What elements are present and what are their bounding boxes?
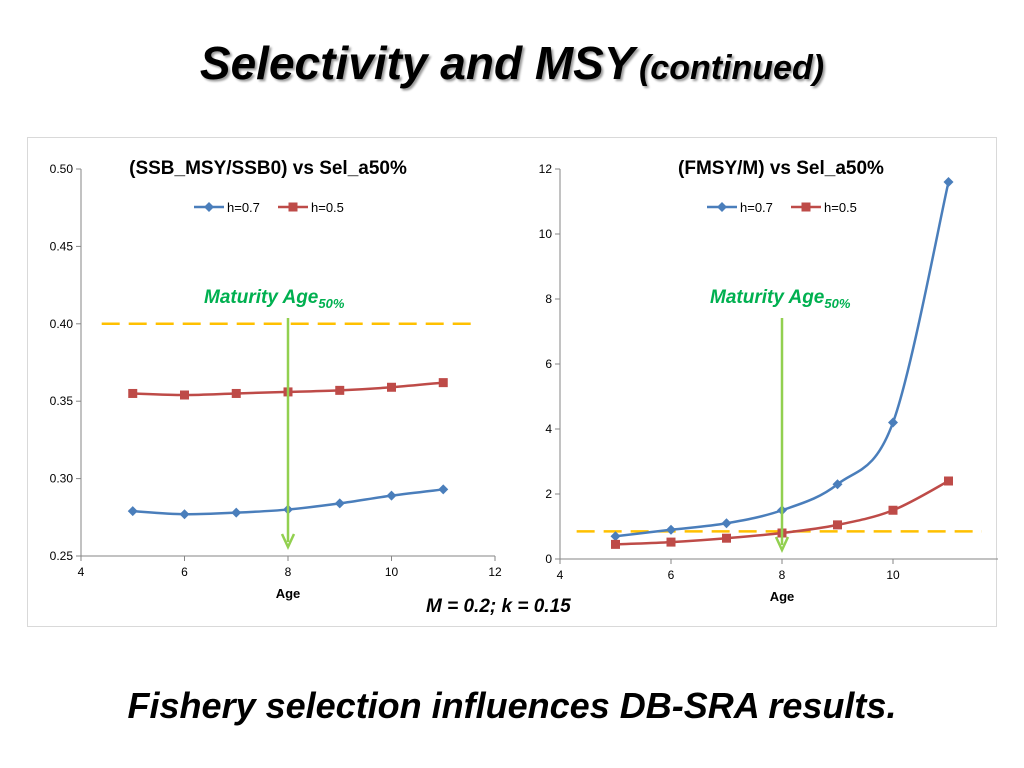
data-point [832,479,843,490]
maturity-arrow-head [774,536,790,553]
y-tick-label: 2 [545,487,552,501]
chart-ssb-ratio: 0.25 0.30 0.35 0.40 0.45 0.50 4 6 8 10 12 (SSB_MSY/… [50,158,502,601]
maturity-arrow-head [280,533,296,550]
maturity-age-label: Maturity Age50% [710,287,851,311]
data-point [611,539,620,549]
legend-marker [204,202,214,212]
data-point [335,385,345,395]
x-tick-label: 6 [181,565,188,579]
data-point [127,506,138,517]
y-tick-label: 10 [539,227,553,241]
data-point [666,537,676,547]
data-point [231,388,241,398]
data-point [833,520,842,530]
data-point [438,484,449,495]
y-tick-label: 0.40 [50,317,74,331]
legend-marker [801,202,811,212]
y-tick-label: 0.25 [50,549,74,563]
data-point [944,476,953,486]
chart-fmsy-ratio: 0 2 4 6 8 10 12 4 6 8 10 12 (FMSY/M) vs Sel_a50% Age h… [539,158,998,604]
chart-title: (SSB_MSY/SSB0) vs Sel_a50% [129,158,407,179]
y-tick-label: 12 [539,162,553,176]
y-tick-label: 8 [545,292,552,306]
x-axis-label: Age [276,586,301,601]
legend-entry: h=0.7 [740,200,773,215]
legend-entry: h=0.5 [824,200,857,215]
y-tick-label: 0.30 [50,472,74,486]
y-tick-label: 0.35 [50,394,74,408]
slide-title-sub: (continued) [638,49,825,87]
y-tick-label: 0 [545,552,552,566]
data-point [610,531,621,542]
legend-entry: h=0.7 [227,200,260,215]
data-point [231,507,242,518]
data-point [180,390,189,400]
x-tick-label: 12 [997,568,998,582]
data-point [943,177,954,187]
slide-title: Selectivity and MSY (continued) [0,36,1024,90]
x-tick-label: 10 [385,565,399,579]
legend-marker [717,202,727,212]
y-tick-label: 0.45 [50,239,74,253]
data-point [888,505,898,515]
data-point [386,490,397,501]
y-tick-label: 4 [545,422,552,436]
x-tick-label: 4 [557,568,564,582]
legend-marker [288,202,298,212]
x-tick-label: 10 [886,568,900,582]
footer-statement: Fishery selection influences DB-SRA resu… [0,685,1024,727]
data-point [334,498,345,509]
y-tick-label: 6 [545,357,552,371]
x-tick-label: 6 [668,568,675,582]
x-tick-label: 12 [488,565,502,579]
data-point [128,388,138,398]
data-point [387,382,396,392]
x-tick-label: 8 [779,568,786,582]
x-tick-label: 8 [285,565,292,579]
chart-title: (FMSY/M) vs Sel_a50% [678,158,884,179]
data-point [666,524,676,535]
x-tick-label: 4 [78,565,85,579]
slide-title-main: Selectivity and MSY [199,37,635,89]
data-point [438,378,448,388]
legend-entry: h=0.5 [311,200,344,215]
data-point [179,509,190,520]
footer-text: Fishery selection influences DB-SRA resu… [127,685,887,726]
chart-frame: 0.25 0.30 0.35 0.40 0.45 0.50 4 6 8 10 12 (SSB_MSY/… [27,137,998,627]
maturity-age-label: Maturity Age50% [204,287,345,311]
data-point [722,533,731,543]
footer-period: . [886,685,897,726]
x-axis-label: Age [770,589,795,604]
series-line [615,181,950,538]
parameter-note: M = 0.2; k = 0.15 [426,596,571,617]
data-point [888,417,898,428]
y-tick-label: 0.50 [50,162,74,176]
data-point [721,518,732,529]
